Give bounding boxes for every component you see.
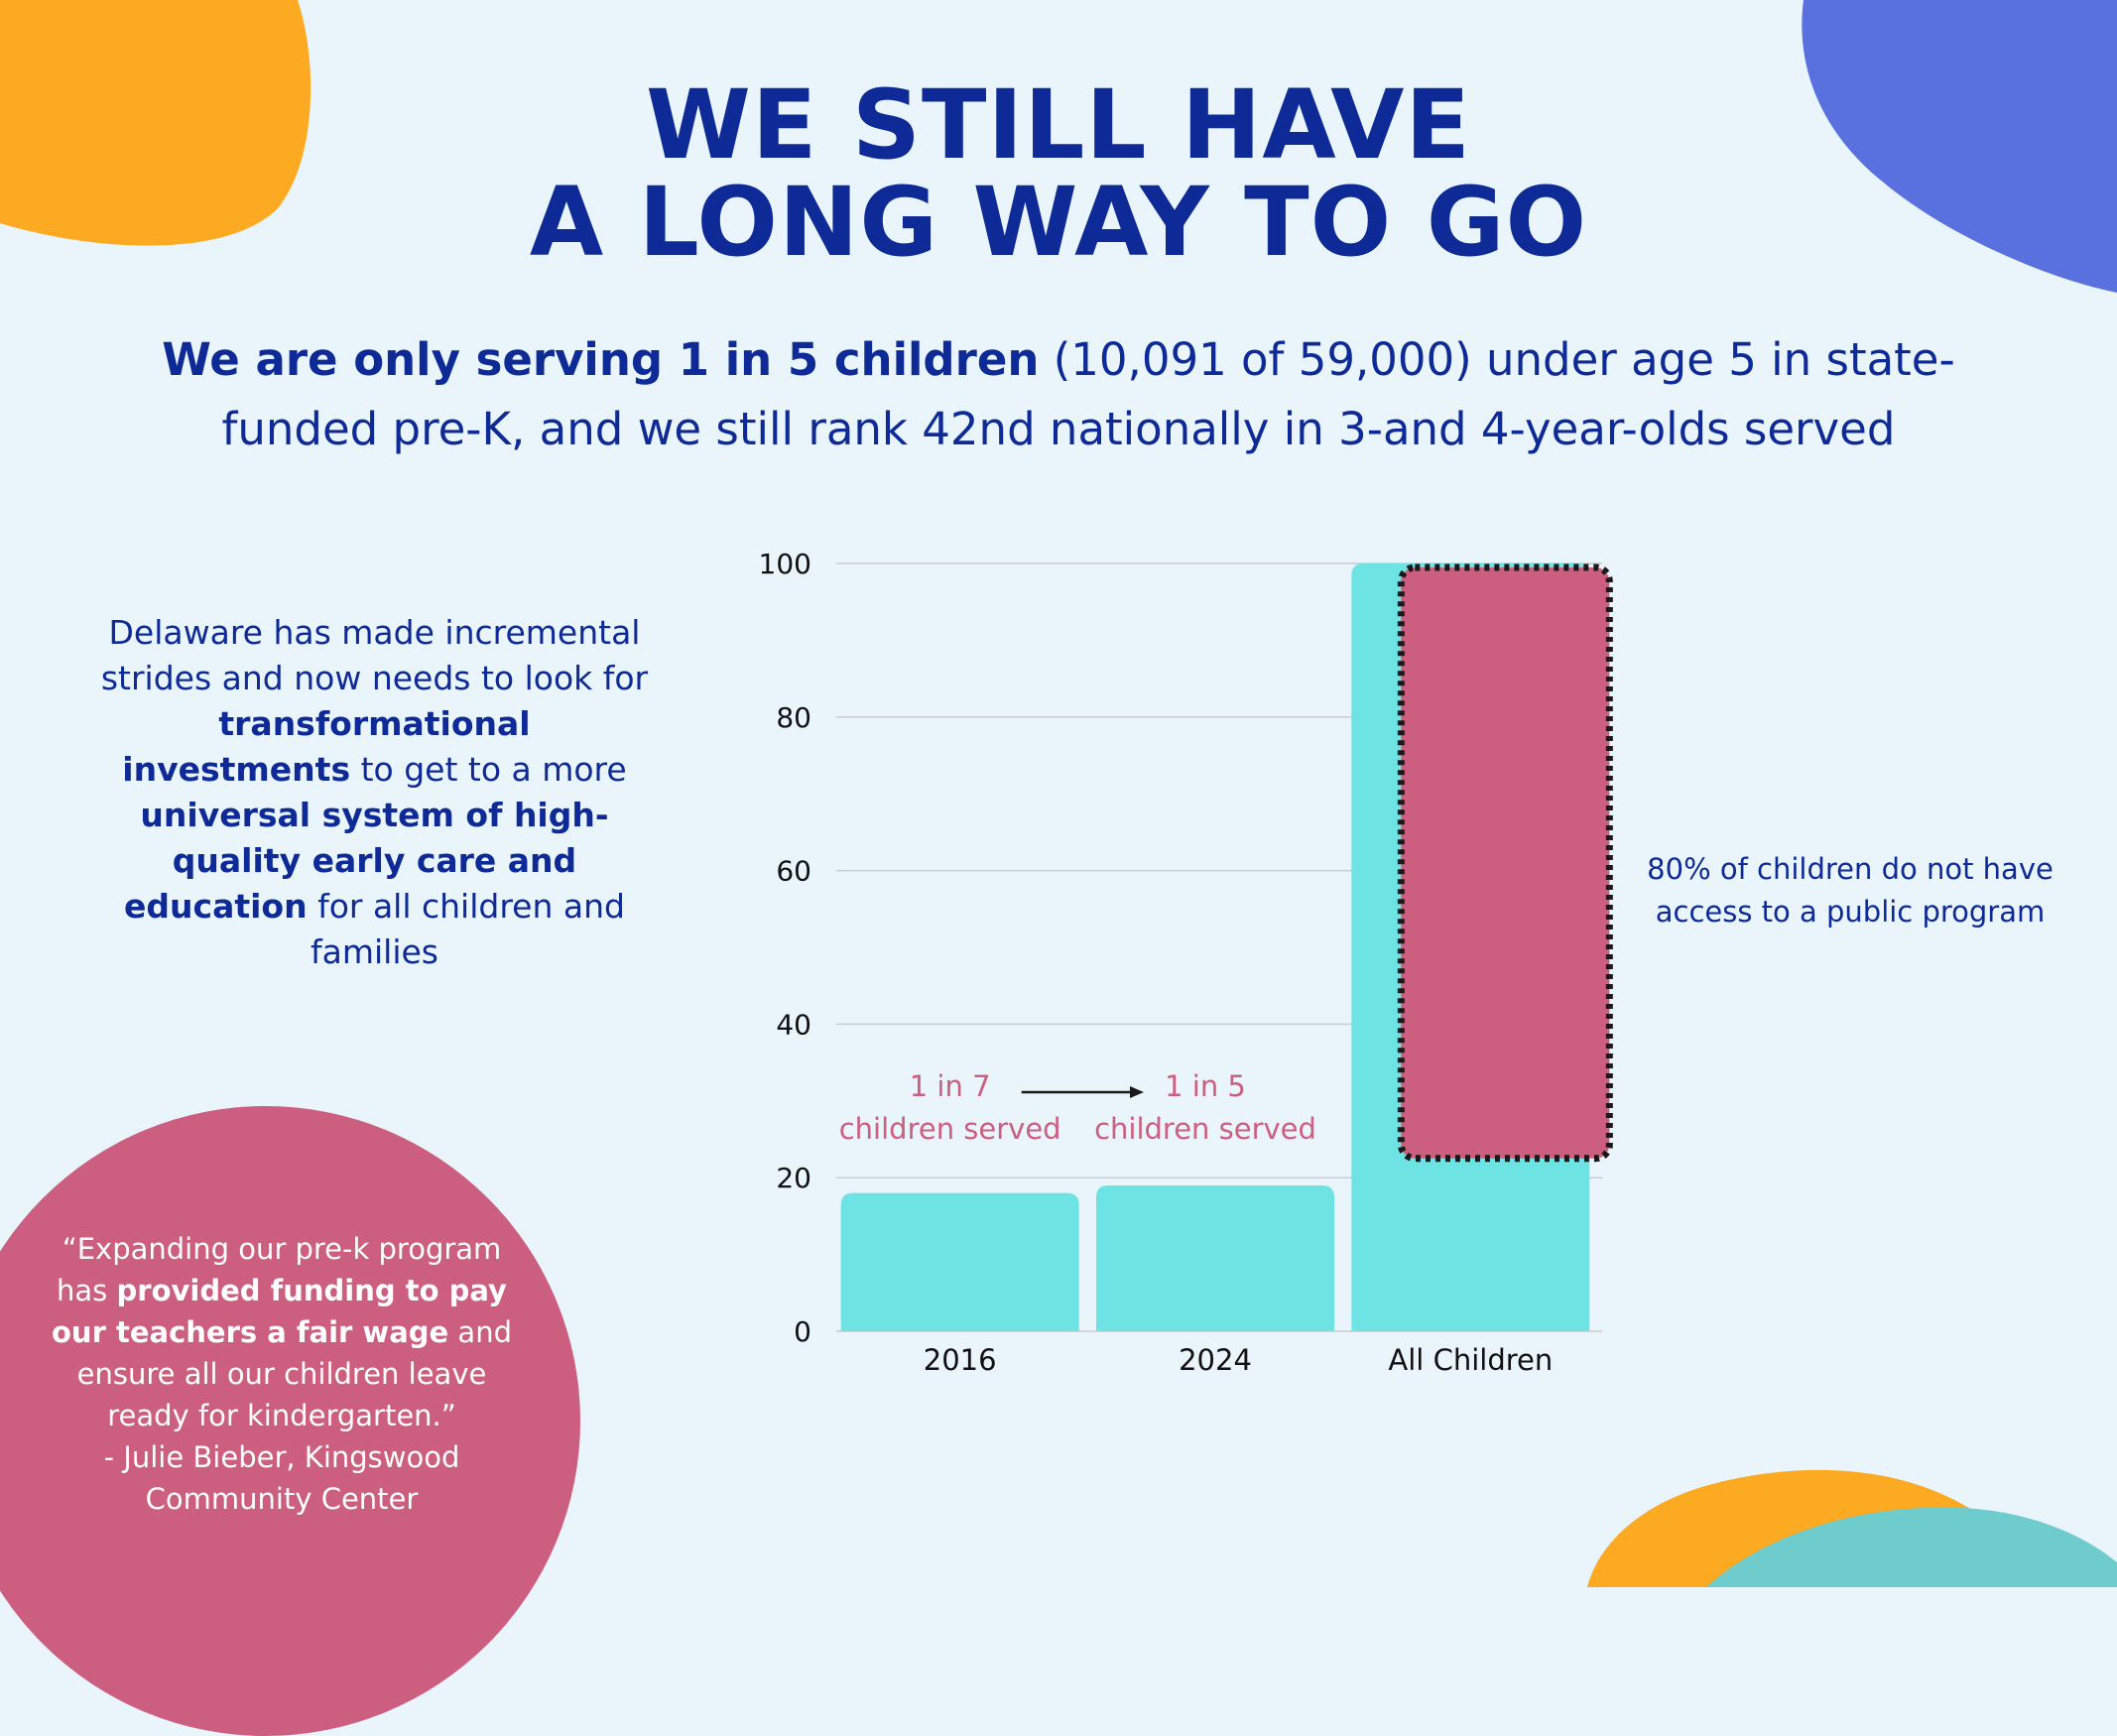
- left-text-part-3: for all children and families: [307, 887, 625, 971]
- orange-blob-top-left: [0, 0, 311, 246]
- page-title: WE STILL HAVE A LONG WAY TO GO: [0, 69, 2117, 278]
- left-text-bold-1: transformational investments: [122, 704, 531, 789]
- y-tick-label: 100: [759, 548, 811, 580]
- side-annotation-line-1: 80% of children do not have: [1647, 852, 2054, 886]
- quote-part-1: “Expanding our pre-k program has: [57, 1232, 502, 1307]
- annotation-line-1: 1 in 5: [1165, 1069, 1246, 1103]
- left-text-bold-2: universal system of high-quality early c…: [124, 796, 609, 926]
- title-line-2: A LONG WAY TO GO: [529, 166, 1588, 278]
- y-tick-label: 40: [776, 1008, 811, 1041]
- arrow-head: [1130, 1086, 1144, 1098]
- subtitle: We are only serving 1 in 5 children (10,…: [119, 325, 1998, 464]
- quote-text: “Expanding our pre-k program has provide…: [50, 1228, 514, 1520]
- bar: [840, 1192, 1079, 1331]
- quote-part-2: and ensure all our children leave ready …: [76, 1315, 512, 1432]
- quote-attribution: - Julie Bieber, Kingswood Community Cent…: [103, 1440, 460, 1516]
- bar-chart: 0 20 40 60 80 100 2016 2024 All Children 1 in 7 ch…: [759, 548, 1613, 1377]
- y-tick-label: 60: [776, 855, 811, 888]
- decorative-blobs: [0, 0, 2117, 1587]
- y-tick-label: 0: [794, 1315, 811, 1348]
- subtitle-bold: We are only serving 1 in 5 children: [162, 333, 1040, 386]
- x-category-label: 2024: [1179, 1343, 1252, 1377]
- subtitle-rest: (10,091 of 59,000) under age 5 in state-…: [221, 333, 1955, 455]
- y-tick-label: 20: [776, 1162, 811, 1194]
- annotation-line-2: children served: [839, 1112, 1061, 1146]
- side-annotation: 80% of children do not have access to a …: [1647, 848, 2054, 933]
- left-text-part-1: Delaware has made incremental strides an…: [100, 613, 649, 697]
- left-text-part-2: to get to a more: [350, 750, 627, 789]
- x-category-label: 2016: [924, 1343, 997, 1377]
- bars: [840, 563, 1613, 1331]
- title-line-1: WE STILL HAVE: [646, 69, 1471, 181]
- annotation-line-2: children served: [1094, 1112, 1316, 1146]
- chart-labels: 0 20 40 60 80 100 2016 2024 All Children 1 in 7 ch…: [759, 548, 1554, 1377]
- left-description: Delaware has made incremental strides an…: [99, 610, 650, 975]
- x-category-label: All Children: [1388, 1343, 1553, 1377]
- quote-bold: provided funding to pay our teachers a f…: [52, 1274, 507, 1349]
- bar: [1096, 1184, 1334, 1331]
- annotation-line-1: 1 in 7: [910, 1069, 991, 1103]
- side-annotation-line-2: access to a public program: [1655, 895, 2046, 929]
- highlight-box: [1397, 563, 1613, 1163]
- y-tick-label: 80: [776, 701, 811, 734]
- blue-blob-top-right: [1802, 0, 2117, 293]
- teal-blob-bottom-right: [1706, 1507, 2117, 1587]
